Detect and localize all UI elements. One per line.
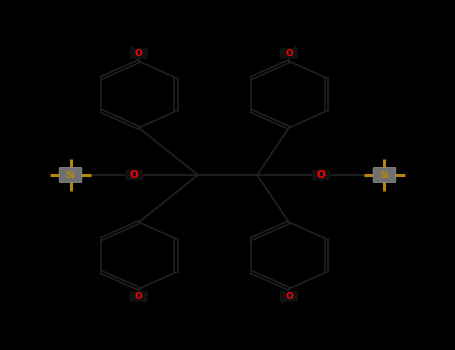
FancyBboxPatch shape [280, 291, 298, 302]
Text: O: O [135, 49, 143, 58]
FancyBboxPatch shape [130, 48, 148, 59]
Text: O: O [130, 170, 139, 180]
Text: Si: Si [379, 170, 389, 180]
FancyBboxPatch shape [59, 167, 82, 183]
FancyBboxPatch shape [280, 48, 298, 59]
Text: Si: Si [66, 170, 76, 180]
FancyBboxPatch shape [125, 170, 143, 180]
FancyBboxPatch shape [312, 170, 330, 180]
Text: O: O [285, 292, 293, 301]
FancyBboxPatch shape [130, 291, 148, 302]
Text: O: O [285, 49, 293, 58]
Text: O: O [135, 292, 143, 301]
FancyBboxPatch shape [373, 167, 396, 183]
Text: O: O [316, 170, 325, 180]
